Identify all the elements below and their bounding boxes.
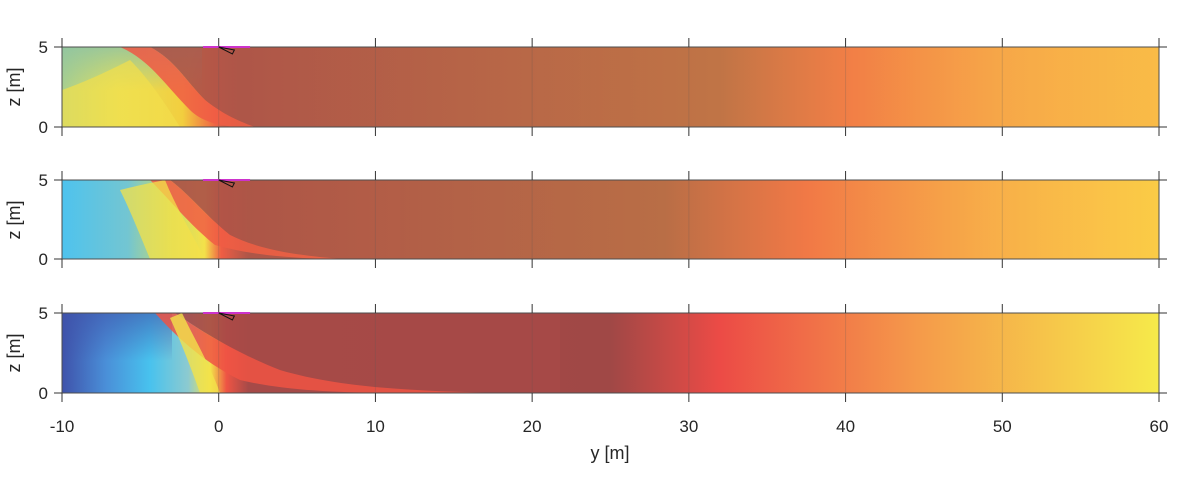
structure-marker xyxy=(218,179,236,188)
xtick-label-0: 0 xyxy=(214,417,223,436)
panel-1-ticks xyxy=(54,38,1167,136)
panel-1-far-shade xyxy=(62,47,1159,127)
panel-1 xyxy=(54,38,1167,136)
ytick-label-5: 5 xyxy=(39,171,48,190)
xtick-label-60: 60 xyxy=(1150,417,1169,436)
panel-3-yellow-plume xyxy=(170,313,220,393)
structure-marker xyxy=(218,46,236,55)
xtick-label--10: -10 xyxy=(50,417,75,436)
ytick-label-5: 5 xyxy=(39,304,48,323)
xtick-label-50: 50 xyxy=(993,417,1012,436)
panel-2 xyxy=(54,171,1167,268)
ylabel-panel-1: z [m] xyxy=(4,68,24,107)
xtick-labels: -10 0 10 20 30 40 50 60 xyxy=(50,417,1169,436)
ytick-label-0: 0 xyxy=(39,384,48,403)
panel-2-marker xyxy=(203,179,251,188)
ytick-labels: 0 5 0 5 0 5 xyxy=(39,38,48,403)
ytick-label-5: 5 xyxy=(39,38,48,57)
ylabel-panel-2: z [m] xyxy=(4,201,24,240)
panel-3-core-shape xyxy=(175,313,560,393)
panel-3 xyxy=(54,304,1167,402)
panel-1-frame xyxy=(61,46,1160,128)
panel-3-plume-edge xyxy=(155,313,520,393)
ylabel-panel-3: z [m] xyxy=(4,334,24,373)
panel-2-ticks xyxy=(54,171,1167,268)
panel-3-marker xyxy=(203,312,251,321)
panel-2-frame xyxy=(61,179,1160,260)
xtick-label-30: 30 xyxy=(679,417,698,436)
structure-marker xyxy=(218,312,236,321)
ytick-label-0: 0 xyxy=(39,118,48,137)
xlabel: y [m] xyxy=(591,443,630,463)
ytick-label-0: 0 xyxy=(39,250,48,269)
panel-3-ticks xyxy=(54,304,1167,402)
xtick-label-10: 10 xyxy=(366,417,385,436)
panel-2-far-shade xyxy=(62,180,1159,259)
xtick-label-40: 40 xyxy=(836,417,855,436)
panel-1-marker xyxy=(203,46,251,55)
xtick-label-20: 20 xyxy=(523,417,542,436)
panel-3-frame xyxy=(61,312,1160,394)
panel-3-upstream-shade xyxy=(62,313,172,393)
